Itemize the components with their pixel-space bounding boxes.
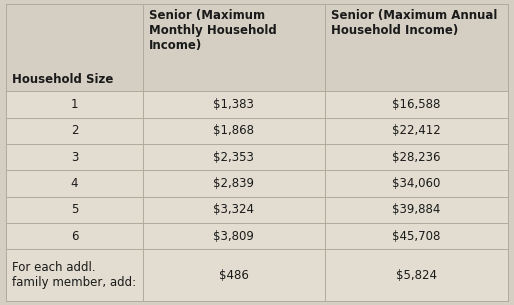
Bar <box>142 118 325 144</box>
Bar <box>325 4 508 91</box>
Bar <box>142 92 325 118</box>
Bar <box>142 223 325 249</box>
Text: 5: 5 <box>71 203 78 216</box>
Text: $22,412: $22,412 <box>392 124 441 138</box>
Bar <box>325 92 508 118</box>
Text: 1: 1 <box>70 98 78 111</box>
Text: $39,884: $39,884 <box>392 203 440 216</box>
Bar <box>6 118 142 144</box>
Text: For each addl.
family member, add:: For each addl. family member, add: <box>12 261 136 289</box>
Text: Household Size: Household Size <box>12 73 114 86</box>
Bar <box>325 197 508 223</box>
Text: Senior (Maximum
Monthly Household
Income): Senior (Maximum Monthly Household Income… <box>149 9 277 52</box>
Bar <box>142 170 325 197</box>
Bar <box>142 197 325 223</box>
Bar <box>325 223 508 249</box>
Bar <box>142 249 325 301</box>
Text: $3,809: $3,809 <box>213 230 254 242</box>
Text: $5,824: $5,824 <box>396 269 437 282</box>
Text: $2,839: $2,839 <box>213 177 254 190</box>
Bar <box>6 170 142 197</box>
Text: 4: 4 <box>70 177 78 190</box>
Text: $1,868: $1,868 <box>213 124 254 138</box>
Text: $16,588: $16,588 <box>392 98 440 111</box>
Text: $2,353: $2,353 <box>213 151 254 164</box>
Bar <box>6 223 142 249</box>
Bar <box>325 170 508 197</box>
Bar <box>6 4 142 91</box>
Text: $34,060: $34,060 <box>392 177 440 190</box>
Bar <box>325 144 508 170</box>
Text: 2: 2 <box>70 124 78 138</box>
Bar <box>325 249 508 301</box>
Text: 3: 3 <box>71 151 78 164</box>
Bar <box>325 118 508 144</box>
Bar <box>142 4 325 91</box>
Text: $3,324: $3,324 <box>213 203 254 216</box>
Text: $486: $486 <box>219 269 249 282</box>
Text: Senior (Maximum Annual
Household Income): Senior (Maximum Annual Household Income) <box>332 9 498 37</box>
Text: $1,383: $1,383 <box>213 98 254 111</box>
Bar <box>6 197 142 223</box>
Bar <box>6 144 142 170</box>
Bar <box>142 144 325 170</box>
Text: $28,236: $28,236 <box>392 151 441 164</box>
Bar <box>6 249 142 301</box>
Text: $45,708: $45,708 <box>392 230 440 242</box>
Text: 6: 6 <box>70 230 78 242</box>
Bar <box>6 92 142 118</box>
